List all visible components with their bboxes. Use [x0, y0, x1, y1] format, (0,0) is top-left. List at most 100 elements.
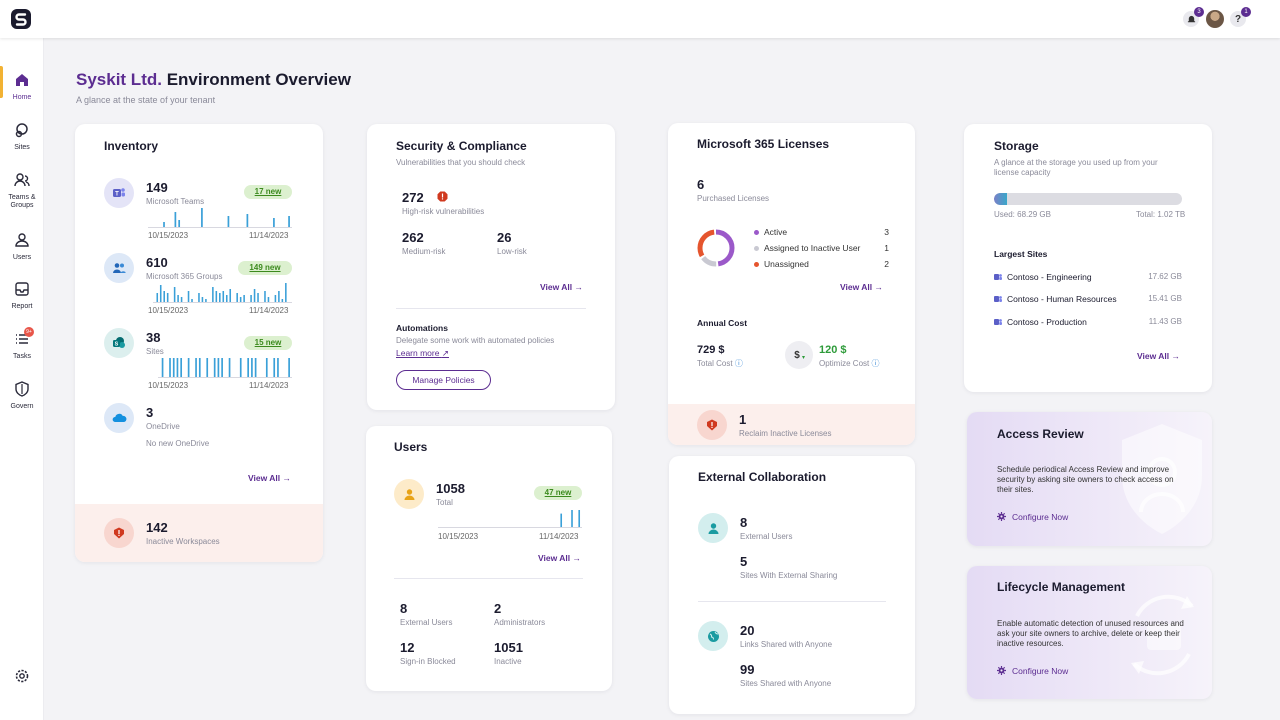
- storage-usage-bar: [994, 193, 1182, 205]
- sparkline-bar: [254, 358, 257, 378]
- external-users-icon-circle: [698, 513, 728, 543]
- microsoft-teams-icon: T: [113, 188, 125, 198]
- info-icon[interactable]: ⓘ: [871, 359, 880, 368]
- security-view-all-link[interactable]: View All →: [540, 282, 583, 292]
- learn-more-link[interactable]: Learn more ↗: [396, 348, 449, 359]
- warning-shield-icon: [114, 527, 124, 539]
- reclaim-licenses-band[interactable]: 1 Reclaim Inactive Licenses: [668, 404, 915, 445]
- storage-view-all-link[interactable]: View All →: [1137, 351, 1180, 361]
- sidebar-item-label: Home: [12, 94, 32, 101]
- user-avatar[interactable]: [1206, 10, 1224, 28]
- view-all-label: View All: [538, 553, 571, 563]
- warning-icon-circle: [697, 410, 727, 440]
- page-title: Syskit Ltd. Environment Overview: [76, 70, 351, 90]
- users-view-all-link[interactable]: View All →: [538, 553, 581, 563]
- syskit-logo-icon[interactable]: [10, 8, 32, 30]
- inactive-workspaces-band[interactable]: 142 Inactive Workspaces: [75, 504, 323, 562]
- teams-new-badge[interactable]: 17 new: [244, 185, 292, 199]
- sparkline-bar: [281, 299, 284, 303]
- sites-end-date: 11/14/2023: [249, 381, 289, 390]
- teams-sparkline: [148, 208, 292, 228]
- sidebar-item-settings[interactable]: [0, 668, 44, 690]
- sparkline-bar: [265, 358, 268, 378]
- notifications-bell-icon[interactable]: 3: [1183, 7, 1204, 27]
- sidebar-item-govern[interactable]: Govern: [0, 381, 44, 411]
- sidebar: Home Sites Teams & Groups Users Report 9…: [0, 38, 44, 720]
- arrow-right-icon: →: [874, 282, 884, 292]
- sidebar-item-users[interactable]: Users: [0, 232, 44, 262]
- gear-icon: [15, 669, 29, 683]
- arrow-right-icon: →: [574, 282, 584, 292]
- sparkline-bar: [571, 510, 573, 528]
- sites-anyone-label: Sites Shared with Anyone: [740, 679, 832, 688]
- external-collaboration-card: External Collaboration 8 External Users …: [669, 456, 915, 714]
- legend-dot: [754, 230, 759, 235]
- access-review-configure-link[interactable]: Configure Now: [997, 512, 1068, 522]
- help-icon[interactable]: ? 1: [1230, 7, 1251, 27]
- warning-shield-icon: [707, 419, 717, 431]
- shield-icon: [15, 381, 29, 397]
- onedrive-icon-circle: [104, 403, 134, 433]
- teams-end-date: 11/14/2023: [249, 231, 289, 240]
- sidebar-item-label: Report: [11, 303, 33, 310]
- sidebar-item-tasks[interactable]: 9+ Tasks: [0, 327, 44, 361]
- sparkline-bar: [225, 295, 228, 303]
- access-review-card[interactable]: Access Review Schedule periodical Access…: [967, 412, 1212, 546]
- sidebar-item-sites[interactable]: Sites: [0, 122, 44, 152]
- largest-sites-title: Largest Sites: [994, 249, 1048, 259]
- licenses-view-all-link[interactable]: View All →: [840, 282, 883, 292]
- sidebar-item-home[interactable]: Home: [0, 66, 44, 102]
- inventory-title: Inventory: [104, 139, 159, 153]
- sites-new-badge[interactable]: 15 new: [244, 336, 292, 350]
- access-review-title: Access Review: [997, 427, 1084, 441]
- teams-groups-icon: [14, 173, 30, 187]
- brand-name: Syskit Ltd.: [76, 70, 162, 89]
- sparkline-bar: [212, 287, 214, 303]
- low-risk-label: Low-risk: [497, 247, 527, 256]
- security-subtitle: Vulnerabilities that you should check: [396, 158, 526, 167]
- groups-icon-circle: [104, 253, 134, 283]
- tasks-icon: [16, 334, 28, 344]
- lifecycle-configure-link[interactable]: Configure Now: [997, 666, 1068, 676]
- storage-card: Storage A glance at the storage you used…: [964, 124, 1212, 392]
- sidebar-item-label: Teams & Groups: [8, 194, 36, 209]
- report-icon: [15, 282, 29, 296]
- users-admins-count: 2: [494, 601, 502, 616]
- svg-text:$: $: [794, 350, 800, 361]
- page-subtitle: A glance at the state of your tenant: [76, 95, 216, 105]
- medium-risk-count: 262: [402, 230, 424, 245]
- sparkline-bar: [219, 293, 221, 303]
- inventory-view-all-link[interactable]: View All →: [248, 473, 291, 483]
- sparkline-bar: [187, 358, 190, 378]
- total-cost-value: 729 $: [697, 344, 725, 356]
- users-blocked-count: 12: [400, 640, 415, 655]
- sparkline-bar: [273, 218, 275, 228]
- info-icon[interactable]: ⓘ: [734, 359, 743, 368]
- groups-new-badge[interactable]: 149 new: [238, 261, 292, 275]
- users-inactive-count: 1051: [494, 640, 523, 655]
- lifecycle-text: Enable automatic detection of unused res…: [997, 619, 1184, 648]
- sites-label: Sites: [146, 347, 164, 356]
- sidebar-item-teams-groups[interactable]: Teams & Groups: [0, 172, 44, 210]
- sparkline-bar: [239, 358, 242, 378]
- sidebar-item-label: Users: [12, 254, 32, 261]
- users-end-date: 11/14/2023: [539, 532, 579, 541]
- tasks-count-badge: 9+: [24, 327, 34, 337]
- sidebar-item-report[interactable]: Report: [0, 281, 44, 311]
- sites-icon-circle: S: [104, 328, 134, 358]
- sparkline-bar: [180, 358, 183, 378]
- sparkline-bar: [288, 216, 290, 228]
- access-review-text: Schedule periodical Access Review and im…: [997, 465, 1174, 494]
- sparkline-bar: [201, 297, 204, 303]
- sparkline-bar: [177, 295, 179, 303]
- lifecycle-management-card[interactable]: Lifecycle Management Enable automatic de…: [967, 566, 1212, 699]
- users-new-badge[interactable]: 47 new: [534, 486, 582, 500]
- sparkline-bar: [173, 287, 176, 303]
- manage-policies-button[interactable]: Manage Policies: [396, 370, 491, 390]
- site-size: 17.62 GB: [1148, 272, 1182, 281]
- sparkline-bar: [187, 291, 190, 303]
- groups-sparkline: [153, 283, 292, 303]
- legend-label: Assigned to Inactive User: [764, 243, 861, 253]
- optimize-cost-value: 120 $: [819, 344, 847, 356]
- sidebar-item-label: Tasks: [13, 353, 31, 360]
